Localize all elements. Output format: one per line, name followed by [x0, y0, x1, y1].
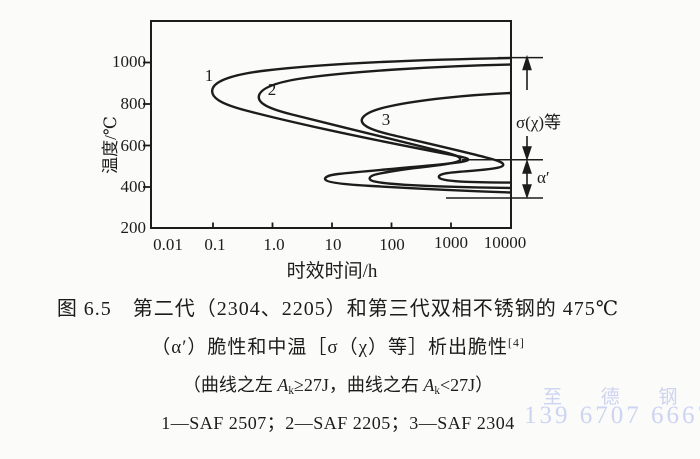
watermark-phone: 139 6707 6667: [524, 402, 700, 429]
arrow-down-icon: [522, 146, 532, 162]
ak-subscript: k: [288, 384, 294, 397]
curve-saf-2507: [211, 56, 512, 194]
caption-line-3-mid: ≥27J，曲线之右: [293, 375, 424, 395]
caption-line-3-pre: （曲线之左: [182, 375, 278, 395]
arrow-up-icon: [522, 54, 532, 71]
x-tick-10: 10: [324, 235, 342, 254]
x-tick-1: 1.0: [263, 235, 285, 254]
y-tick-800: 800: [120, 94, 147, 113]
caption-line-2-text: （α′）脆性和中温［σ（χ）等］析出脆性: [151, 337, 509, 358]
caption-line-2: （α′）脆性和中温［σ（χ）等］析出脆性[4]: [0, 332, 676, 359]
caption-line-1: 图 6.5 第二代（2304、2205）和第三代双相不锈钢的 475℃: [56, 298, 620, 320]
caption-legend-line: 1—SAF 2507；2—SAF 2205；3—SAF 2304: [161, 413, 515, 433]
curve-label-2: 2: [267, 80, 277, 99]
y-tick-600: 600: [120, 136, 147, 155]
ak-subscript: k: [434, 384, 440, 397]
watermark-company: 至 德 钢 业: [543, 387, 700, 408]
y-tick-1000: 1000: [112, 52, 146, 71]
y-axis-title: 温度/℃: [101, 116, 120, 174]
x-tick-100: 100: [379, 235, 405, 254]
ak-symbol: A: [423, 375, 435, 395]
x-tick-10000: 10000: [483, 233, 527, 252]
plot-frame: [150, 20, 512, 229]
caption-line-3-post: <27J）: [439, 375, 494, 395]
curve-label-3: 3: [381, 110, 391, 129]
x-axis-title: 时效时间/h: [286, 261, 378, 282]
alpha-region-label: α′: [537, 168, 550, 187]
caption-line-3: （曲线之左 Ak≥27J，曲线之右 Ak<27J）: [0, 371, 676, 397]
curve-label-1: 1: [204, 66, 214, 85]
y-axis-ticks: [143, 61, 151, 188]
sigma-region-label: σ(χ)等: [516, 113, 562, 132]
sigma-range-arrows: [522, 54, 532, 162]
x-tick-1000: 1000: [434, 233, 468, 252]
alpha-range-arrow: [522, 158, 532, 200]
caption-line-2-superscript: [4]: [508, 336, 525, 350]
curve-saf-2304: [360, 91, 512, 184]
x-axis-ticks: [212, 222, 452, 228]
y-tick-200: 200: [120, 218, 147, 237]
x-tick-0p1: 0.1: [204, 235, 226, 254]
arrow-down-icon: [522, 184, 532, 200]
x-tick-0p01: 0.01: [153, 235, 183, 254]
ak-symbol: A: [277, 375, 289, 395]
ttt-chart-canvas: [143, 20, 543, 229]
arrow-up-icon: [522, 158, 532, 174]
y-tick-400: 400: [120, 177, 147, 196]
curve-saf-2205: [257, 63, 512, 190]
